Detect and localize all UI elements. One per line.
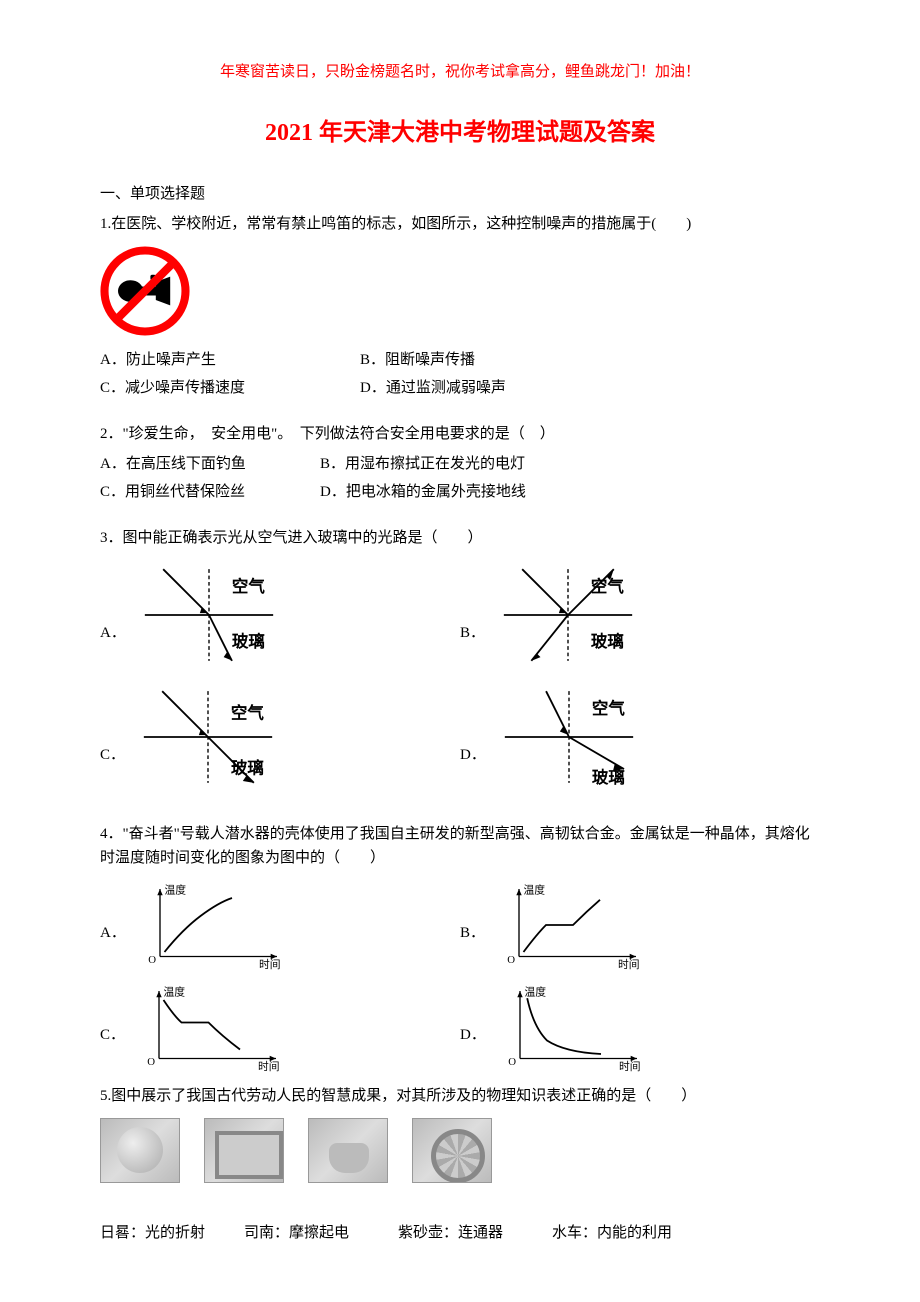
refraction-diagram-a: 空气 玻璃 (134, 560, 284, 670)
exam-title: 2021 年天津大港中考物理试题及答案 (100, 114, 820, 152)
q3-opt-c-label: C． (100, 743, 125, 792)
q5-item-sundial (100, 1118, 180, 1191)
q2-opt-c: C．用铜丝代替保险丝 (100, 480, 320, 504)
q3-item-c: C． 空气 玻璃 (100, 682, 460, 792)
q4-opt-c-label: C． (100, 1023, 125, 1072)
svg-text:玻璃: 玻璃 (231, 758, 264, 778)
q3-text: 3．图中能正确表示光从空气进入玻璃中的光路是（ ） (100, 526, 820, 550)
temp-graph-b: 温度 时间 O (493, 880, 653, 970)
q3-item-b: B． 空气 玻璃 (460, 560, 820, 670)
q1-options-row2: C．减少噪声传播速度 D．通过监测减弱噪声 (100, 376, 820, 400)
refraction-diagram-b: 空气 玻璃 (493, 560, 643, 670)
q4-text: 4．"奋斗者"号载人潜水器的壳体使用了我国自主研发的新型高强、高韧钛合金。金属钛… (100, 822, 820, 870)
temp-graph-d: 温度 时间 O (494, 982, 654, 1072)
svg-text:时间: 时间 (618, 959, 640, 971)
q3-item-a: A． 空气 玻璃 (100, 560, 460, 670)
refraction-diagram-c: 空气 玻璃 (133, 682, 283, 792)
q2-options-row2: C．用铜丝代替保险丝 D．把电冰箱的金属外壳接地线 (100, 480, 820, 504)
q5-item-compass (204, 1118, 284, 1191)
svg-text:空气: 空气 (232, 576, 266, 596)
no-horn-icon (100, 246, 190, 336)
waterwheel-image (412, 1118, 492, 1183)
svg-text:玻璃: 玻璃 (591, 631, 624, 651)
q5-label-3: 水车：内能的利用 (552, 1221, 672, 1245)
temp-graph-a: 温度 时间 O (134, 880, 294, 970)
q2-opt-a: A．在高压线下面钓鱼 (100, 452, 320, 476)
svg-text:时间: 时间 (258, 1061, 280, 1073)
svg-text:O: O (507, 954, 515, 966)
q5-images-row (100, 1118, 820, 1191)
q1-opt-b: B．阻断噪声传播 (360, 348, 820, 372)
q5-text: 5.图中展示了我国古代劳动人民的智慧成果，对其所涉及的物理知识表述正确的是（ ） (100, 1084, 820, 1108)
q5-item-waterwheel (412, 1118, 492, 1191)
q2-text: 2．"珍爱生命， 安全用电"。 下列做法符合安全用电要求的是（ ） (100, 422, 820, 446)
q1-opt-a: A．防止噪声产生 (100, 348, 360, 372)
svg-text:空气: 空气 (591, 576, 625, 596)
q2-options-row1: A．在高压线下面钓鱼 B．用湿布擦拭正在发光的电灯 (100, 452, 820, 476)
svg-text:O: O (148, 954, 156, 966)
q5-item-teapot (308, 1118, 388, 1191)
compass-image (204, 1118, 284, 1183)
q4-opt-d-label: D． (460, 1023, 486, 1072)
svg-text:时间: 时间 (259, 959, 281, 971)
q4-graph-grid: A． 温度 时间 O B． 温度 时间 O C． (100, 880, 820, 1084)
q5-label-1: 司南：摩擦起电 (244, 1221, 374, 1245)
q4-opt-b-label: B． (460, 921, 485, 970)
q3-opt-a-label: A． (100, 621, 126, 670)
svg-text:温度: 温度 (524, 986, 546, 999)
q3-opt-b-label: B． (460, 621, 485, 670)
svg-text:玻璃: 玻璃 (592, 767, 625, 787)
q2-opt-d: D．把电冰箱的金属外壳接地线 (320, 480, 820, 504)
q1-text: 1.在医院、学校附近，常常有禁止鸣笛的标志，如图所示，这种控制噪声的措施属于( … (100, 212, 820, 236)
q2-opt-b: B．用湿布擦拭正在发光的电灯 (320, 452, 820, 476)
q5-labels-row: 日晷：光的折射 司南：摩擦起电 紫砂壶：连通器 水车：内能的利用 (100, 1221, 820, 1245)
sundial-image (100, 1118, 180, 1183)
q1-opt-c: C．减少噪声传播速度 (100, 376, 360, 400)
svg-text:玻璃: 玻璃 (232, 631, 265, 651)
teapot-image (308, 1118, 388, 1183)
q3-opt-d-label: D． (460, 743, 486, 792)
svg-text:温度: 温度 (524, 884, 546, 897)
section-1-header: 一、单项选择题 (100, 182, 820, 206)
q4-item-c: C． 温度 时间 O (100, 982, 460, 1072)
svg-text:O: O (147, 1056, 155, 1068)
q1-opt-d: D．通过监测减弱噪声 (360, 376, 820, 400)
svg-text:温度: 温度 (164, 884, 186, 897)
q4-item-b: B． 温度 时间 O (460, 880, 820, 970)
q3-diagram-grid: A． 空气 玻璃 B． 空气 玻璃 C． (100, 560, 820, 804)
refraction-diagram-d: 空气 玻璃 (494, 682, 644, 792)
svg-text:O: O (508, 1056, 516, 1068)
q4-item-d: D． 温度 时间 O (460, 982, 820, 1072)
svg-text:空气: 空气 (592, 698, 626, 718)
svg-text:温度: 温度 (164, 986, 186, 999)
q5-label-2: 紫砂壶：连通器 (398, 1221, 528, 1245)
svg-text:时间: 时间 (619, 1061, 641, 1073)
q4-item-a: A． 温度 时间 O (100, 880, 460, 970)
q3-item-d: D． 空气 玻璃 (460, 682, 820, 792)
encouragement-text: 年寒窗苦读日，只盼金榜题名时，祝你考试拿高分，鲤鱼跳龙门！加油！ (100, 60, 820, 84)
temp-graph-c: 温度 时间 O (133, 982, 293, 1072)
q1-options-row1: A．防止噪声产生 B．阻断噪声传播 (100, 348, 820, 372)
q5-label-0: 日晷：光的折射 (100, 1221, 220, 1245)
q4-opt-a-label: A． (100, 921, 126, 970)
svg-text:空气: 空气 (231, 703, 265, 723)
